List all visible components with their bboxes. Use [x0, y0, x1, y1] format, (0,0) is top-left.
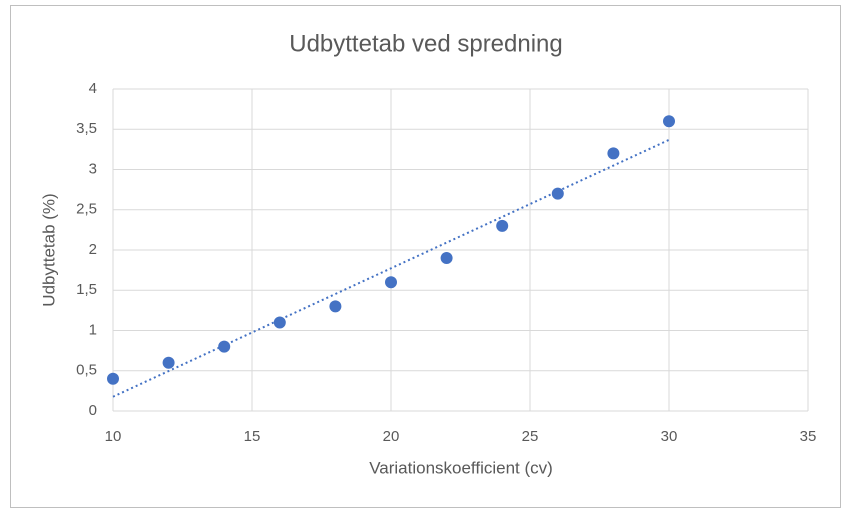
y-axis-label: Udbyttetab (%): [39, 193, 58, 306]
point: [385, 276, 397, 289]
x-axis-label: Variationskoefficient (cv): [369, 458, 553, 477]
y-tick-label: 1,5: [76, 281, 97, 298]
y-tick-label: 1: [89, 321, 97, 338]
x-tick-label: 10: [105, 428, 122, 445]
point: [162, 356, 175, 369]
point: [273, 316, 286, 329]
y-tick-label: 3: [89, 160, 97, 177]
point: [329, 300, 342, 313]
point: [107, 372, 119, 385]
point: [551, 187, 564, 200]
x-tick-label: 20: [383, 428, 400, 445]
point: [218, 340, 231, 353]
point: [496, 219, 509, 232]
point: [663, 115, 675, 128]
y-tick-label: 0: [89, 402, 97, 419]
x-tick-label: 30: [661, 428, 678, 445]
x-tick-label: 15: [244, 428, 261, 445]
y-tick-label: 2: [89, 241, 97, 258]
chart-title: Udbyttetab ved spredning: [289, 30, 563, 57]
trendline: [112, 138, 670, 398]
y-tick-label: 4: [89, 80, 97, 97]
point: [607, 147, 620, 160]
point: [440, 252, 453, 265]
x-tick-label: 25: [522, 428, 539, 445]
y-tick-label: 3,5: [76, 120, 97, 137]
chart-border: [10, 5, 841, 508]
y-tick-label: 2,5: [76, 201, 97, 218]
y-tick-label: 0,5: [76, 362, 97, 379]
x-tick-label: 35: [800, 428, 817, 445]
